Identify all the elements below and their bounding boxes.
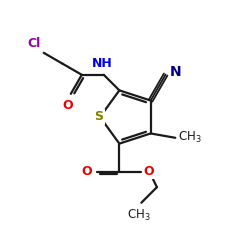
Text: N: N bbox=[170, 64, 181, 78]
Text: O: O bbox=[62, 99, 73, 112]
Text: O: O bbox=[143, 165, 154, 178]
Text: NH: NH bbox=[92, 57, 112, 70]
Text: Cl: Cl bbox=[28, 37, 41, 50]
Text: CH$_3$: CH$_3$ bbox=[178, 130, 202, 145]
Text: CH$_3$: CH$_3$ bbox=[126, 208, 150, 223]
Text: O: O bbox=[82, 165, 92, 178]
Text: S: S bbox=[94, 110, 104, 124]
